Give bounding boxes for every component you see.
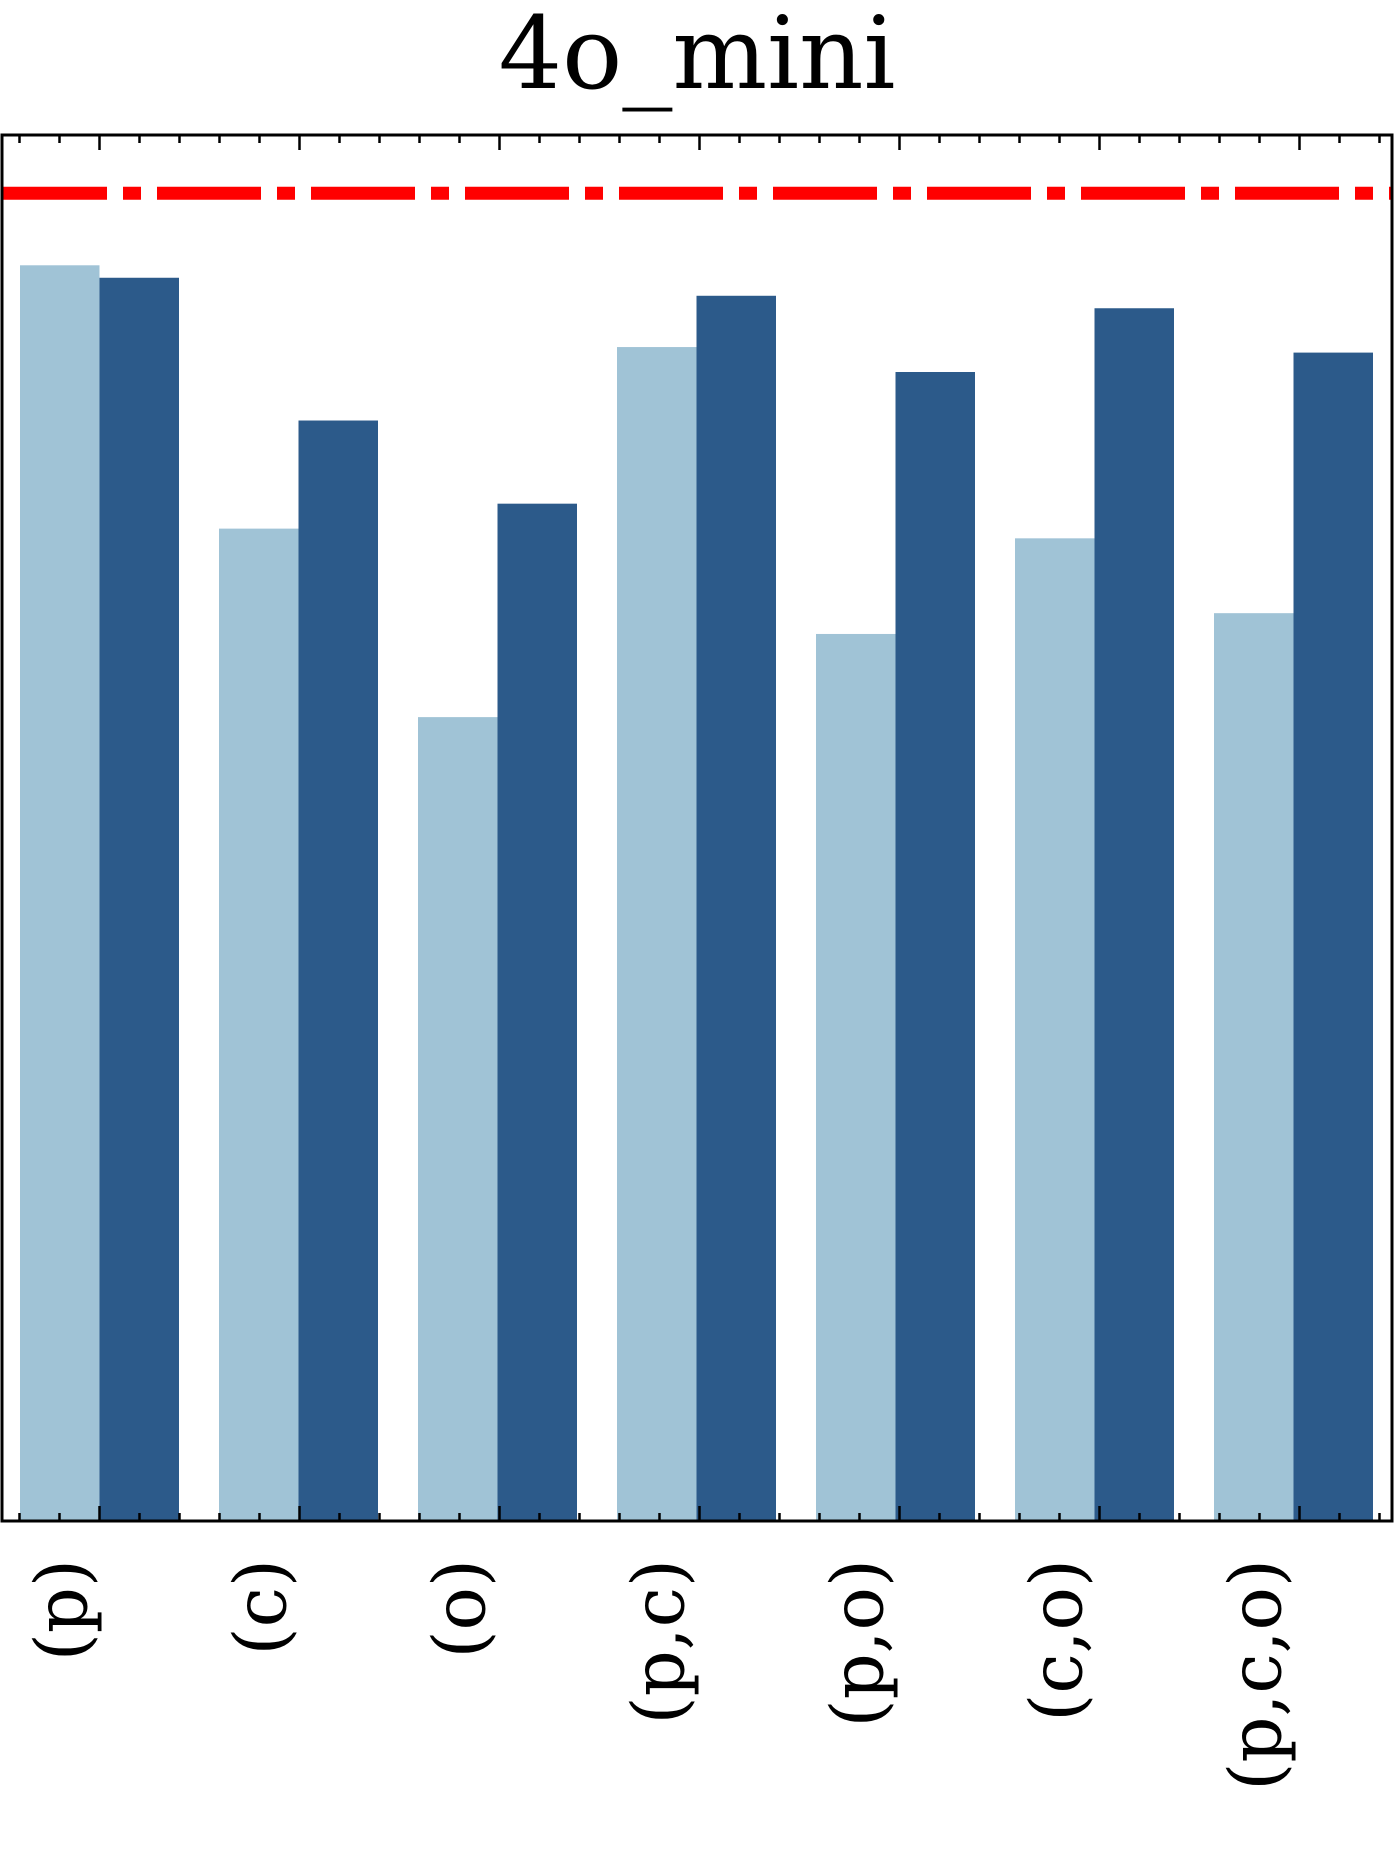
bar-series2-6 [1293,352,1373,1521]
bars [20,265,1373,1522]
bar-series1-4 [816,633,896,1521]
bar-series2-2 [497,503,577,1521]
x-tick-label: (c) [219,1559,303,1656]
bar-series1-5 [1015,538,1095,1521]
bar-series2-3 [696,295,776,1521]
bar-series1-3 [617,347,697,1522]
bar-series1-6 [1214,613,1294,1521]
chart-title: 4o_mini [498,0,895,112]
bar-series2-5 [1094,308,1174,1521]
x-tick-label: (p,c,o) [1214,1559,1298,1791]
plot-frame [0,133,1394,1523]
x-tick-label: (o) [418,1559,502,1659]
bar-series1-1 [219,528,299,1521]
x-tick-labels: (p) (c) (o) (p,c) (p,o) (c,o) (p,c,o) [20,1559,1298,1791]
x-tick-label: (p,o) [816,1559,900,1728]
x-tick-label: (p,c) [617,1559,701,1724]
bar-series2-4 [895,372,975,1522]
bar-series1-2 [418,717,498,1521]
x-tick-label: (c,o) [1015,1559,1099,1722]
x-tick-label: (p) [20,1559,104,1661]
bar-series2-1 [298,420,378,1521]
bar-series2-0 [99,277,179,1521]
bar-series1-0 [20,265,100,1522]
